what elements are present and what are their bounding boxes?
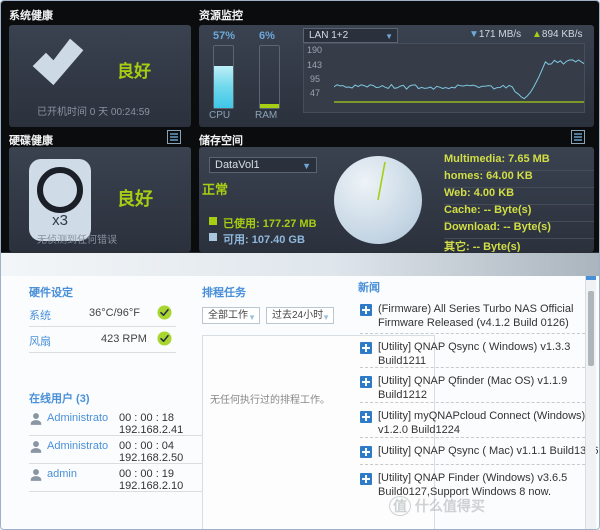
svg-text:x3: x3 <box>52 212 68 229</box>
